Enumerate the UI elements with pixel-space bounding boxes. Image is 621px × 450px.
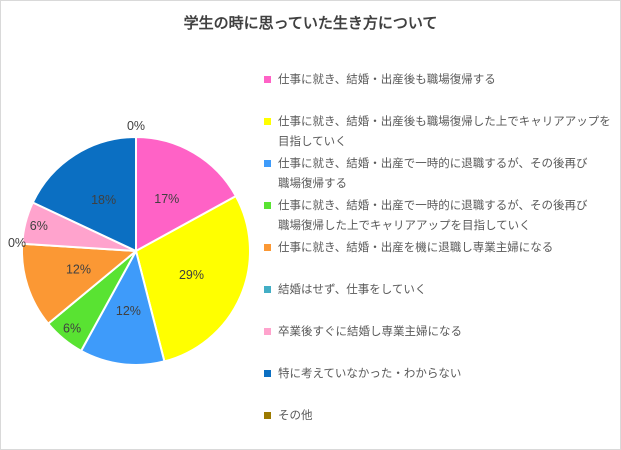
chart-legend: 仕事に就き、結婚・出産後も職場復帰する仕事に就き、結婚・出産後も職場復帰した上で… <box>264 70 618 448</box>
legend-swatch-icon <box>264 286 271 293</box>
legend-item-6: 卒業後すぐに結婚し専業主婦になる <box>264 322 618 364</box>
legend-swatch-icon <box>264 370 271 377</box>
pie-slice-value-8: 0% <box>127 119 145 133</box>
legend-swatch-icon <box>264 244 271 251</box>
pie-slice-1 <box>135 195 251 363</box>
pie-slice-value-4: 12% <box>66 263 91 277</box>
legend-label: 仕事に就き、結婚・出産を機に退職し専業主婦になる <box>278 242 554 254</box>
legend-swatch-icon <box>264 202 271 209</box>
legend-label: 卒業後すぐに結婚し専業主婦になる <box>278 326 462 338</box>
legend-swatch-icon <box>264 412 271 419</box>
legend-item-3: 仕事に就き、結婚・出産で一時的に退職するが、その後再び 職場復帰した上でキャリア… <box>264 196 618 238</box>
pie-slice-value-1: 29% <box>179 268 204 282</box>
pie-slice-value-7: 18% <box>91 193 116 207</box>
chart-title: 学生の時に思っていた生き方について <box>183 15 438 32</box>
pie-chart: 17% 29% 12% 6% 12% 0% 6% 18% 0% <box>8 119 251 366</box>
pie-slice-value-3: 6% <box>63 321 81 335</box>
legend-label: 仕事に就き、結婚・出産後も職場復帰する <box>278 74 496 86</box>
legend-label: 結婚はせず、仕事をしていく <box>278 284 427 296</box>
pie-slice-value-2: 12% <box>116 304 141 318</box>
legend-item-2: 仕事に就き、結婚・出産で一時的に退職するが、その後再び 職場復帰する <box>264 154 618 196</box>
legend-item-0: 仕事に就き、結婚・出産後も職場復帰する <box>264 70 618 112</box>
legend-label: 特に考えていなかった・わからない <box>278 368 462 380</box>
legend-swatch-icon <box>264 76 271 83</box>
legend-item-7: 特に考えていなかった・わからない <box>264 364 618 406</box>
pie-slice-value-6: 6% <box>30 219 48 233</box>
legend-swatch-icon <box>264 328 271 335</box>
legend-swatch-icon <box>264 160 271 167</box>
legend-label: 仕事に就き、結婚・出産で一時的に退職するが、その後再び 職場復帰する <box>278 158 588 190</box>
pie-slice-value-5: 0% <box>8 236 26 250</box>
legend-item-8: その他 <box>264 406 618 448</box>
legend-label: 仕事に就き、結婚・出産後も職場復帰した上でキャリアアップを 目指していく <box>278 116 611 148</box>
pie-slice-2 <box>80 250 166 366</box>
pie-slice-0 <box>135 136 237 252</box>
legend-item-4: 仕事に就き、結婚・出産を機に退職し専業主婦になる <box>264 238 618 280</box>
pie-slice-7 <box>31 136 137 252</box>
legend-swatch-icon <box>264 118 271 125</box>
legend-label: その他 <box>278 410 313 422</box>
pie-slice-4 <box>20 242 137 325</box>
pie-slice-value-0: 17% <box>154 192 179 206</box>
legend-item-1: 仕事に就き、結婚・出産後も職場復帰した上でキャリアアップを 目指していく <box>264 112 618 154</box>
legend-label: 仕事に就き、結婚・出産で一時的に退職するが、その後再び 職場復帰した上でキャリア… <box>278 200 588 232</box>
legend-item-5: 結婚はせず、仕事をしていく <box>264 280 618 322</box>
